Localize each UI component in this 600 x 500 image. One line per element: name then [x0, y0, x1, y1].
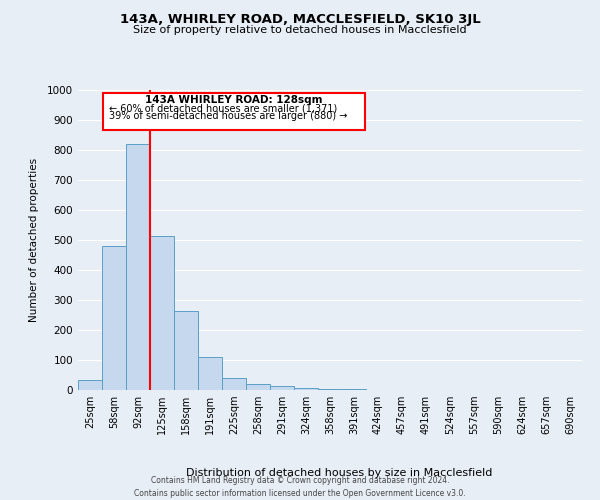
Bar — [198, 357, 222, 390]
Text: 143A, WHIRLEY ROAD, MACCLESFIELD, SK10 3JL: 143A, WHIRLEY ROAD, MACCLESFIELD, SK10 3… — [119, 12, 481, 26]
Text: 39% of semi-detached houses are larger (880) →: 39% of semi-detached houses are larger (… — [109, 111, 347, 121]
Bar — [78, 380, 102, 390]
Bar — [103, 93, 365, 130]
Bar — [174, 310, 198, 390]
Y-axis label: Number of detached properties: Number of detached properties — [29, 158, 38, 322]
Text: Size of property relative to detached houses in Macclesfield: Size of property relative to detached ho… — [133, 25, 467, 35]
Text: Contains HM Land Registry data © Crown copyright and database right 2024.
Contai: Contains HM Land Registry data © Crown c… — [134, 476, 466, 498]
Bar — [222, 378, 246, 390]
Text: Distribution of detached houses by size in Macclesfield: Distribution of detached houses by size … — [186, 468, 492, 477]
Bar — [270, 386, 294, 390]
Text: ← 60% of detached houses are smaller (1,371): ← 60% of detached houses are smaller (1,… — [109, 104, 337, 114]
Bar — [342, 388, 366, 390]
Bar — [318, 388, 342, 390]
Bar — [102, 246, 126, 390]
Text: 143A WHIRLEY ROAD: 128sqm: 143A WHIRLEY ROAD: 128sqm — [145, 96, 323, 106]
Bar — [150, 236, 174, 390]
Bar — [294, 388, 318, 390]
Bar — [126, 144, 150, 390]
Bar — [246, 384, 270, 390]
